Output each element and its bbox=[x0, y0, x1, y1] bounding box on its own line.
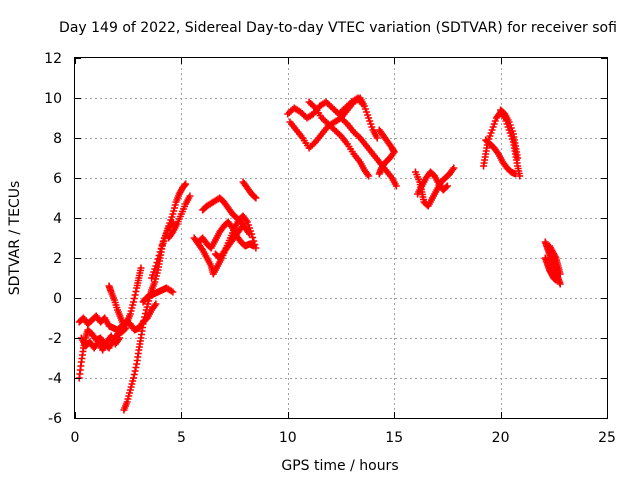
y-tick-label: 2 bbox=[53, 251, 62, 267]
data-point bbox=[153, 259, 161, 266]
data-series bbox=[375, 126, 398, 178]
data-point bbox=[115, 336, 123, 343]
data-point bbox=[516, 172, 524, 180]
data-point bbox=[251, 193, 259, 201]
data-series bbox=[148, 218, 177, 282]
x-tick-label: 5 bbox=[177, 430, 186, 446]
data-point bbox=[236, 226, 244, 233]
data-point bbox=[154, 255, 162, 263]
data-series bbox=[211, 224, 245, 262]
data-point bbox=[249, 234, 257, 241]
data-point bbox=[514, 154, 522, 162]
data-series bbox=[105, 264, 145, 330]
data-point bbox=[252, 194, 260, 202]
y-tick-label: 10 bbox=[44, 91, 62, 107]
data-series bbox=[546, 242, 564, 278]
y-tick-label: 12 bbox=[44, 51, 62, 67]
data-point bbox=[116, 334, 124, 342]
x-tick-label: 0 bbox=[71, 430, 80, 446]
y-axis-tick-labels: -6 -4 -2 0 2 4 6 8 10 12 bbox=[44, 51, 62, 427]
data-series bbox=[482, 136, 519, 178]
data-series bbox=[77, 332, 124, 354]
data-series bbox=[139, 284, 177, 306]
data-point bbox=[250, 242, 258, 250]
data-point bbox=[392, 182, 400, 190]
data-point bbox=[373, 134, 381, 142]
data-point bbox=[556, 270, 564, 278]
data-series bbox=[411, 164, 458, 210]
x-tick-label: 20 bbox=[492, 430, 510, 446]
x-tick-label: 15 bbox=[385, 430, 403, 446]
y-tick-label: 0 bbox=[53, 291, 62, 307]
data-point bbox=[364, 171, 372, 178]
data-series bbox=[165, 192, 194, 242]
data-point bbox=[151, 302, 159, 309]
data-point bbox=[443, 182, 451, 190]
data-series bbox=[305, 98, 373, 180]
data-point bbox=[169, 288, 177, 296]
plot-frame bbox=[74, 57, 608, 419]
x-axis-tick-labels: 0 5 10 15 20 25 bbox=[71, 430, 616, 446]
y-tick-label: -6 bbox=[48, 411, 62, 427]
data-point bbox=[137, 264, 145, 272]
y-tick-label: 8 bbox=[53, 131, 62, 147]
data-point bbox=[449, 166, 457, 173]
data-point bbox=[156, 248, 164, 256]
data-series bbox=[199, 194, 253, 238]
data-point bbox=[157, 245, 165, 252]
y-tick-label: -2 bbox=[48, 331, 62, 347]
data-point bbox=[245, 230, 253, 238]
data-point bbox=[511, 170, 519, 178]
axis-ticks bbox=[75, 58, 608, 419]
data-point bbox=[375, 170, 383, 178]
data-point bbox=[450, 164, 458, 172]
data-series bbox=[286, 114, 400, 190]
data-point bbox=[155, 252, 163, 259]
data-series bbox=[541, 254, 560, 284]
x-tick-label: 10 bbox=[279, 430, 297, 446]
data-point bbox=[365, 172, 373, 180]
y-tick-label: 6 bbox=[53, 171, 62, 187]
data-series bbox=[414, 168, 451, 198]
data-series bbox=[239, 178, 260, 202]
data-marks bbox=[75, 94, 564, 414]
data-point bbox=[556, 280, 564, 288]
data-point bbox=[237, 224, 245, 232]
y-axis-label: SDTVAR / TECUs bbox=[7, 181, 23, 296]
data-point bbox=[186, 192, 194, 200]
data-point bbox=[442, 183, 450, 191]
y-tick-label: 4 bbox=[53, 211, 62, 227]
data-point bbox=[152, 300, 160, 308]
data-point bbox=[242, 217, 250, 224]
data-point bbox=[158, 241, 166, 249]
data-point bbox=[244, 229, 252, 236]
x-axis-label: GPS time / hours bbox=[281, 458, 398, 474]
chart-title: Day 149 of 2022, Sidereal Day-to-day VTE… bbox=[59, 20, 617, 36]
data-point bbox=[552, 276, 560, 284]
data-point bbox=[159, 238, 167, 245]
y-tick-label: -4 bbox=[48, 371, 62, 387]
data-point bbox=[152, 262, 160, 270]
data-point bbox=[182, 180, 190, 188]
data-series bbox=[497, 106, 522, 162]
data-series bbox=[337, 94, 381, 142]
x-tick-label: 25 bbox=[598, 430, 616, 446]
